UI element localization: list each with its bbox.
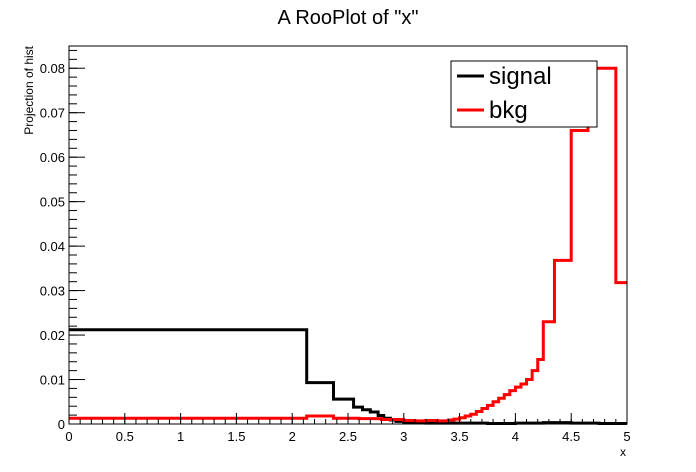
series-layer bbox=[69, 66, 627, 426]
y-tick-label: 0.08 bbox=[40, 61, 65, 76]
x-tick-label: 0.5 bbox=[116, 429, 134, 444]
x-tick-label: 3.5 bbox=[451, 429, 469, 444]
y-tick-label: 0.04 bbox=[40, 239, 65, 254]
x-tick-label: 3 bbox=[400, 429, 407, 444]
y-tick-label: 0.03 bbox=[40, 284, 65, 299]
y-axis-label: Projection of hist bbox=[22, 45, 36, 134]
bkg-series-line bbox=[69, 66, 627, 423]
legend: signal bkg bbox=[450, 60, 598, 128]
x-tick-label: 1.5 bbox=[227, 429, 245, 444]
x-tick-label: 4.5 bbox=[562, 429, 580, 444]
legend-box bbox=[450, 60, 598, 128]
y-tick-label: 0.07 bbox=[40, 106, 65, 121]
legend-signal-label: signal bbox=[489, 63, 552, 90]
plot-frame bbox=[68, 45, 628, 425]
y-tick-label: 0.05 bbox=[40, 195, 65, 210]
x-tick-label: 1 bbox=[177, 429, 184, 444]
y-tick-label: 0.02 bbox=[40, 328, 65, 343]
x-tick-label: 0 bbox=[65, 429, 72, 444]
y-tick-label: 0.06 bbox=[40, 150, 65, 165]
x-tick-label: 5 bbox=[623, 429, 630, 444]
y-tick-label: 0.01 bbox=[40, 373, 65, 388]
signal-series-line bbox=[69, 328, 627, 426]
legend-bkg-label: bkg bbox=[489, 97, 528, 124]
chart-title: A RooPlot of "x" bbox=[278, 7, 419, 29]
x-tick-label: 4 bbox=[512, 429, 519, 444]
x-axis-label: x bbox=[620, 445, 626, 459]
x-tick-label: 2.5 bbox=[339, 429, 357, 444]
axes-layer: 0 0.5 1 1.5 2 2.5 3 3.5 4 4.5 5 0 0.01 0.02 0.03 0.04 0.… bbox=[40, 49, 631, 444]
x-tick-label: 2 bbox=[289, 429, 296, 444]
y-tick-label: 0 bbox=[58, 417, 65, 432]
